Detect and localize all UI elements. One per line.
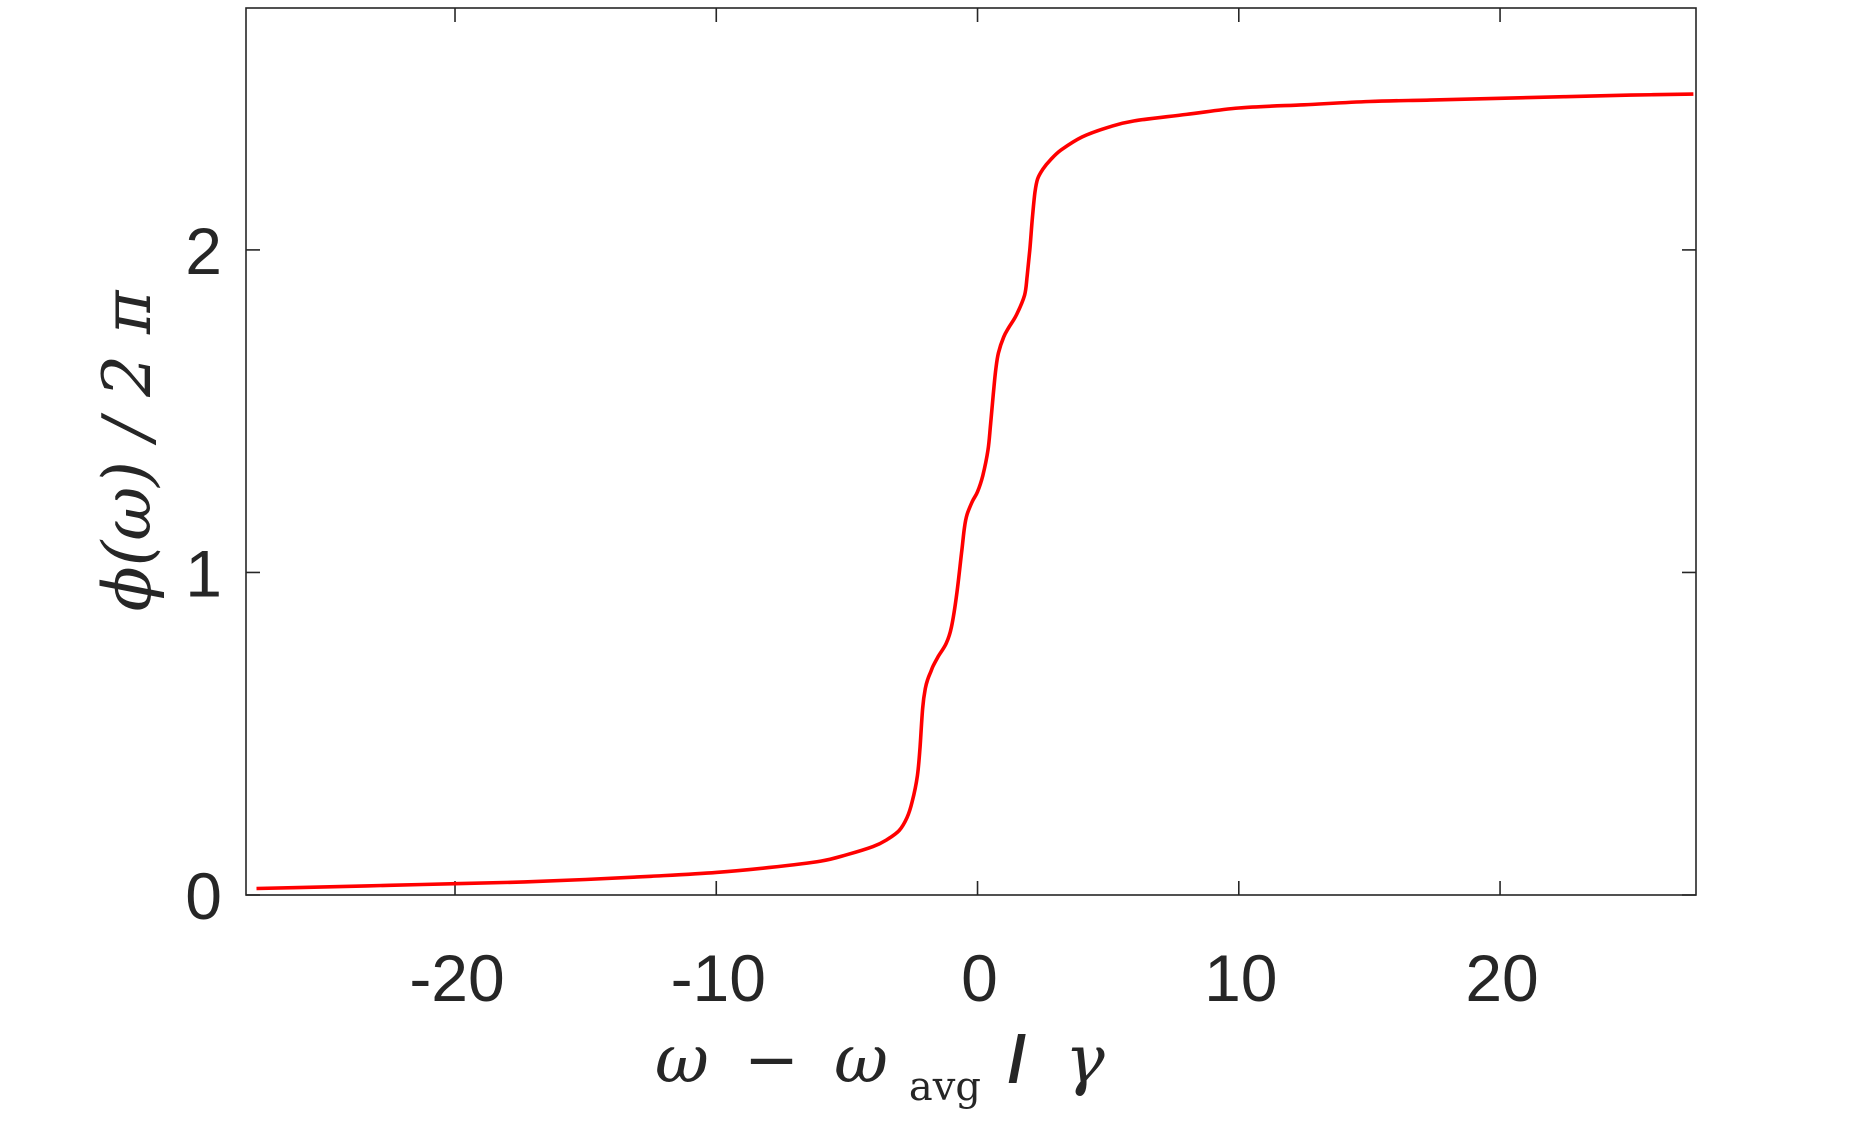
x-ticks: -20 -10 0 10 20 (409, 8, 1539, 1015)
x-tick-label: -20 (409, 941, 504, 1015)
x-tick-label: 10 (1204, 941, 1277, 1015)
series-layer (256, 92, 1694, 891)
x-tick-label: 20 (1465, 941, 1538, 1015)
x-label-minus: − (744, 1021, 799, 1098)
y-tick-label: 0 (185, 859, 222, 933)
x-label-subscript: avg (909, 1064, 981, 1110)
x-label-slash: / (1008, 1022, 1026, 1096)
x-label-gamma: γ (1065, 1021, 1105, 1098)
x-label-omega: ω (655, 1021, 709, 1098)
x-tick-label: -10 (671, 941, 766, 1015)
y-axis-label: ϕ(ω) / 2 π (89, 289, 166, 611)
x-tick-label: 0 (961, 941, 998, 1015)
plot-frame (245, 7, 1697, 896)
x-axis-label: ω − ω avg / γ (655, 1021, 1105, 1116)
y-ticks: 0 1 2 (185, 214, 1696, 933)
y-tick-label: 2 (185, 214, 222, 288)
series-line (256, 92, 1694, 891)
x-label-omega-2: ω (834, 1021, 888, 1098)
y-tick-label: 1 (185, 536, 222, 610)
